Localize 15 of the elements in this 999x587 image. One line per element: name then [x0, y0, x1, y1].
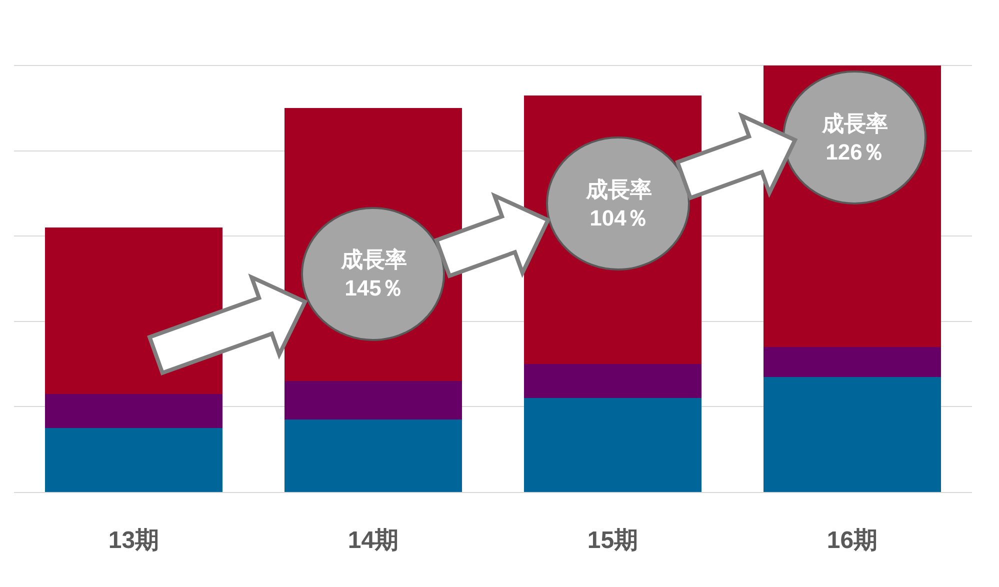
x-tick-label: 14期 — [348, 526, 399, 554]
x-tick-label: 13期 — [108, 526, 160, 554]
x-tick-label: 16期 — [826, 526, 878, 554]
bar — [763, 346, 942, 377]
annotation: 成長率 126％ — [821, 111, 888, 165]
bar — [44, 428, 223, 492]
bar — [763, 376, 942, 492]
bar — [44, 394, 223, 428]
annotation: 成長率 145％ — [340, 247, 407, 301]
annotation: 成長率 104％ — [585, 177, 652, 231]
bar — [284, 419, 462, 492]
bar — [524, 398, 702, 492]
bar — [524, 364, 702, 398]
bar — [284, 381, 462, 420]
x-tick-label: 15期 — [587, 526, 638, 554]
